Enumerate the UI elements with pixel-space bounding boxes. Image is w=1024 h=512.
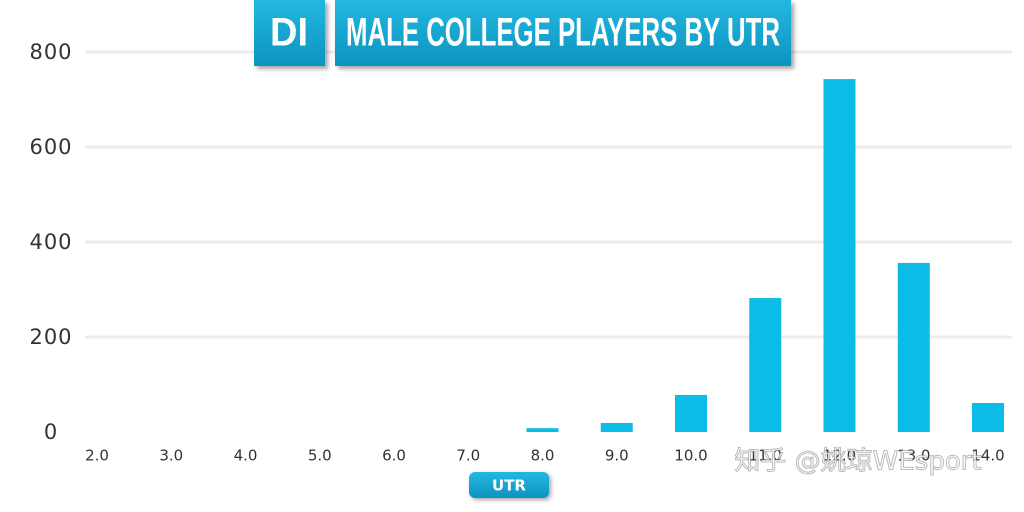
bar bbox=[823, 79, 856, 432]
title-box bbox=[335, 0, 791, 66]
x-tick-label: 11.0 bbox=[749, 447, 782, 465]
chart-title: MALE COLLEGE PLAYERS BY UTR bbox=[346, 11, 780, 55]
x-tick-label: 13.0 bbox=[897, 447, 930, 465]
x-tick-label: 12.0 bbox=[823, 447, 856, 465]
title-badge: DI bbox=[270, 11, 308, 55]
bar bbox=[972, 403, 1004, 432]
x-tick-label: 7.0 bbox=[456, 447, 480, 465]
x-tick-label: 10.0 bbox=[674, 447, 707, 465]
y-tick-label: 400 bbox=[29, 230, 72, 254]
title-badge-box bbox=[254, 0, 325, 66]
x-tick-label: 5.0 bbox=[308, 447, 332, 465]
bar bbox=[675, 394, 707, 432]
watermark: 知乎 @姚琼WEsport bbox=[734, 447, 981, 477]
x-axis-label: UTR bbox=[492, 477, 526, 495]
x-tick-label: 4.0 bbox=[234, 447, 258, 465]
x-tick-label: 9.0 bbox=[605, 447, 629, 465]
x-label-box bbox=[469, 472, 549, 498]
y-tick-label: 0 bbox=[44, 420, 58, 444]
y-tick-label: 200 bbox=[29, 325, 72, 349]
x-tick-label: 6.0 bbox=[382, 447, 406, 465]
x-tick-label: 3.0 bbox=[159, 447, 183, 465]
bar bbox=[600, 422, 633, 432]
plot-area: 0 200 400 600 800 2.0 3.0 4.0 5.0 6.0 7.0 8.0 9.0 10.… bbox=[29, 40, 1012, 465]
bar bbox=[526, 428, 559, 432]
x-tick-label: 8.0 bbox=[531, 447, 555, 465]
y-tick-label: 600 bbox=[29, 135, 72, 159]
bar bbox=[897, 262, 930, 432]
x-tick-label: 14.0 bbox=[971, 447, 1004, 465]
x-tick-label: 2.0 bbox=[85, 447, 109, 465]
y-tick-label: 800 bbox=[29, 40, 72, 64]
bar bbox=[749, 298, 782, 432]
